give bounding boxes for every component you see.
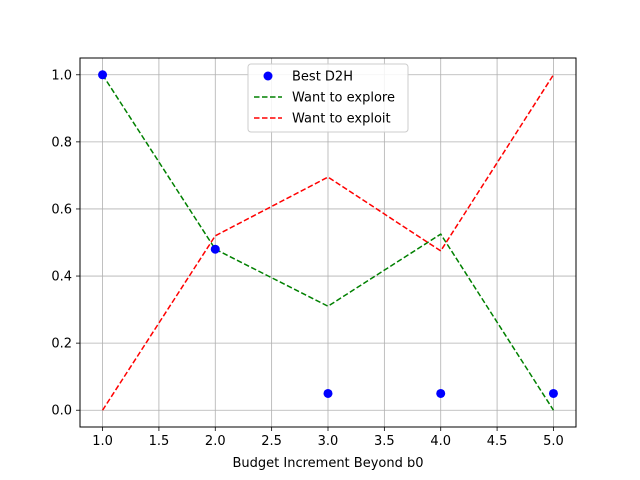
legend-swatch-best-d2h xyxy=(263,71,273,81)
x-tick-label: 4.5 xyxy=(487,434,508,449)
x-tick-label: 4.0 xyxy=(430,434,451,449)
legend-box xyxy=(247,63,409,133)
x-tick-label: 3.0 xyxy=(318,434,339,449)
y-tick-label: 0.0 xyxy=(51,404,72,419)
series-points xyxy=(98,70,558,398)
y-tick-label: 0.6 xyxy=(51,202,72,217)
x-tick-label: 5.0 xyxy=(543,434,564,449)
data-point-best-d2h xyxy=(210,244,220,254)
x-tick-label: 2.5 xyxy=(261,434,282,449)
y-axis-ticks: 0.0 0.2 0.4 0.6 0.8 1.0 xyxy=(51,68,80,419)
data-point-best-d2h xyxy=(436,388,446,398)
y-tick-label: 0.4 xyxy=(51,270,72,285)
series-line-want-to-exploit xyxy=(101,74,555,411)
x-tick-label: 1.0 xyxy=(92,434,113,449)
series-line-want-to-explore xyxy=(101,74,555,411)
y-tick-label: 0.8 xyxy=(51,135,72,150)
legend-label-want-to-exploit: Want to exploit xyxy=(292,112,391,127)
data-point-best-d2h xyxy=(548,388,558,398)
series-lines xyxy=(101,74,555,411)
x-tick-label: 3.5 xyxy=(374,434,395,449)
data-point-best-d2h xyxy=(98,70,108,80)
y-tick-label: 0.2 xyxy=(51,337,72,352)
legend: Best D2H Want to explore Want to exploit xyxy=(247,63,409,133)
x-axis-title: Budget Increment Beyond b0 xyxy=(232,456,423,471)
x-tick-label: 1.5 xyxy=(149,434,170,449)
x-axis-ticks: 1.0 1.5 2.0 2.5 3.0 3.5 4.0 4.5 5.0 xyxy=(92,427,564,449)
y-tick-label: 1.0 xyxy=(51,68,72,83)
legend-label-want-to-explore: Want to explore xyxy=(292,91,395,106)
legend-label-best-d2h: Best D2H xyxy=(292,70,353,85)
data-point-best-d2h xyxy=(323,388,333,398)
x-tick-label: 2.0 xyxy=(205,434,226,449)
